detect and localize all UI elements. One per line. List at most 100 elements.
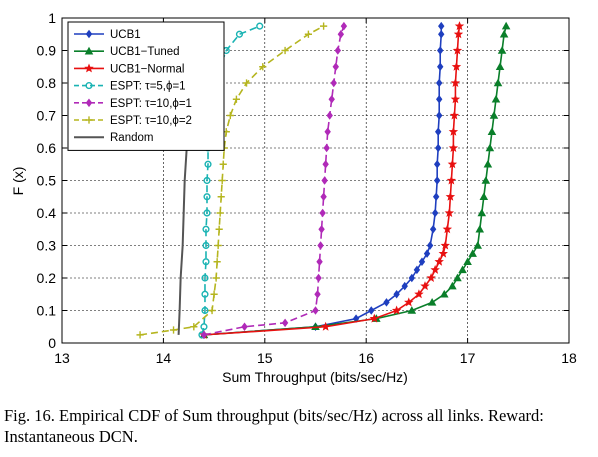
series-2 — [199, 21, 511, 339]
data-point — [404, 297, 414, 307]
data-point — [483, 159, 493, 168]
data-point — [449, 110, 460, 120]
data-point — [438, 21, 445, 31]
data-point — [434, 127, 442, 137]
data-point — [479, 192, 489, 201]
data-point — [439, 289, 449, 298]
series-3 — [199, 21, 465, 339]
figure-caption: Fig. 16. Empirical CDF of Sum throughput… — [4, 406, 544, 446]
data-point — [393, 289, 400, 299]
data-point — [321, 176, 328, 185]
legend-item: ESPT: τ=5,ϕ=1 — [74, 81, 186, 93]
data-point — [328, 94, 335, 104]
data-point — [491, 94, 501, 103]
data-point — [433, 176, 441, 185]
data-point — [453, 29, 464, 39]
series-1 — [200, 21, 445, 340]
data-point — [334, 46, 342, 55]
data-point — [281, 46, 289, 55]
data-point — [204, 160, 212, 168]
data-point — [444, 208, 455, 218]
x-tick-label: 18 — [561, 350, 577, 366]
x-axis-label: Sum Throughput (bits/sec/Hz) — [222, 369, 408, 385]
legend-label: UCB1 — [110, 29, 141, 41]
data-point — [429, 224, 437, 234]
data-point — [407, 306, 417, 314]
data-point — [202, 258, 210, 266]
data-point — [136, 331, 144, 339]
data-point — [320, 192, 327, 202]
x-tick-label: 14 — [156, 350, 172, 366]
data-point — [426, 241, 434, 250]
data-point — [420, 281, 430, 291]
data-point — [433, 159, 441, 169]
data-point — [332, 62, 339, 72]
data-point — [391, 305, 402, 315]
data-point — [326, 111, 333, 120]
legend-label: UCB1−Tuned — [110, 46, 180, 58]
data-point — [324, 127, 331, 137]
data-point — [85, 98, 93, 108]
data-point — [446, 175, 457, 185]
legend-label: Random — [110, 132, 153, 144]
legend-label: UCB1−Normal — [110, 63, 184, 75]
data-point — [322, 159, 329, 169]
data-point — [169, 326, 178, 334]
data-point — [487, 127, 497, 136]
y-tick-label: 0.2 — [37, 270, 57, 286]
data-point — [219, 160, 227, 168]
data-point — [368, 306, 375, 315]
data-point — [281, 318, 289, 328]
data-point — [203, 193, 211, 201]
data-point — [84, 63, 94, 73]
data-point — [426, 273, 436, 283]
data-point — [481, 176, 491, 184]
data-point — [448, 126, 459, 136]
data-point — [458, 265, 467, 274]
data-point — [463, 257, 472, 266]
x-tick-label: 13 — [54, 350, 70, 366]
data-point — [434, 256, 444, 266]
data-point — [85, 29, 93, 39]
legend-label: ESPT: τ=10,ϕ=2 — [110, 115, 192, 127]
data-point — [323, 143, 330, 153]
data-point — [259, 63, 267, 71]
data-point — [447, 159, 458, 169]
data-point — [202, 241, 210, 250]
y-tick-label: 0.5 — [37, 173, 57, 189]
data-point — [314, 289, 321, 299]
data-point — [438, 29, 445, 39]
data-point — [216, 209, 224, 217]
data-point — [473, 241, 483, 249]
data-point — [431, 208, 439, 218]
series-layer — [136, 21, 511, 340]
legend-item: UCB1−Tuned — [74, 46, 180, 58]
data-point — [450, 94, 461, 104]
data-point — [438, 248, 448, 258]
series-line — [203, 25, 345, 336]
data-point — [317, 241, 324, 250]
data-point — [315, 273, 322, 283]
data-point — [212, 274, 220, 282]
data-point — [451, 61, 462, 71]
y-tick-label: 0.7 — [37, 108, 57, 124]
y-axis-label: F (x) — [10, 167, 26, 196]
data-point — [214, 241, 222, 250]
y-tick-label: 0.8 — [37, 75, 57, 91]
data-point — [436, 111, 443, 120]
data-point — [217, 193, 225, 201]
data-point — [242, 79, 251, 87]
y-tick-label: 0.9 — [37, 43, 57, 59]
series-line — [139, 25, 324, 336]
y-tick-label: 0.4 — [37, 205, 57, 221]
y-tick-label: 0.3 — [37, 238, 57, 254]
data-point — [320, 22, 328, 30]
data-point — [475, 224, 485, 233]
data-point — [477, 208, 487, 217]
data-point — [330, 78, 337, 88]
data-point — [203, 209, 211, 217]
data-point — [304, 30, 313, 38]
data-point — [436, 78, 443, 88]
data-point — [337, 29, 345, 39]
data-point — [201, 306, 209, 315]
